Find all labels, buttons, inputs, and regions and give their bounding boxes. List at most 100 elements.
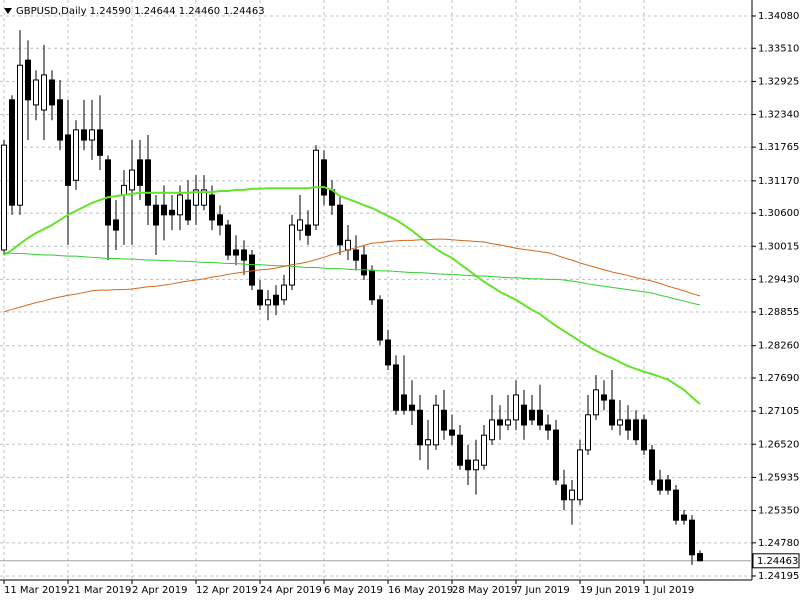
candle-body xyxy=(441,409,447,431)
x-tick-label: 28 May 2019 xyxy=(452,585,517,596)
candle-body xyxy=(305,224,311,236)
y-tick-label: 1.28855 xyxy=(758,307,799,318)
y-tick-label: 1.31765 xyxy=(758,142,799,153)
y-tick-label: 1.32925 xyxy=(758,76,799,87)
candle-body xyxy=(353,249,359,261)
candle-body xyxy=(697,553,703,562)
candle-body xyxy=(633,419,639,441)
candle-body xyxy=(153,204,159,226)
candle-body xyxy=(457,434,463,466)
candle-body xyxy=(537,409,543,426)
candle-body xyxy=(193,189,199,206)
candle-body xyxy=(657,479,663,491)
x-tick-label: 21 Mar 2019 xyxy=(68,585,131,596)
candle-body xyxy=(369,269,375,301)
candle-body xyxy=(9,99,15,206)
candle-body xyxy=(257,289,263,306)
title-icon xyxy=(4,8,12,14)
candle-body xyxy=(481,434,487,466)
candle-body xyxy=(385,339,391,366)
candle-body xyxy=(377,299,383,341)
x-tick-label: 1 Jul 2019 xyxy=(644,585,694,596)
candle-body xyxy=(665,479,671,491)
candle-body xyxy=(689,519,695,556)
candle-body xyxy=(569,489,575,501)
candle-body xyxy=(625,419,631,431)
x-tick-label: 24 Apr 2019 xyxy=(260,585,322,596)
candle-body xyxy=(73,129,79,181)
candle-body xyxy=(545,424,551,431)
candle-body xyxy=(417,409,423,446)
candle-body xyxy=(209,194,215,221)
y-tick-label: 1.25935 xyxy=(758,472,799,483)
y-tick-label: 1.30600 xyxy=(758,208,799,219)
y-tick-label: 1.32340 xyxy=(758,110,799,121)
y-tick-label: 1.30015 xyxy=(758,241,799,252)
y-tick-label: 1.29430 xyxy=(758,274,799,285)
candle-body xyxy=(161,204,167,216)
x-tick-label: 6 May 2019 xyxy=(324,585,383,596)
candle-body xyxy=(225,224,231,256)
candle-body xyxy=(593,389,599,416)
last-price-label: 1.24463 xyxy=(757,556,798,567)
x-tick-label: 11 Mar 2019 xyxy=(4,585,67,596)
candle-body xyxy=(217,214,223,226)
x-tick-label: 12 Apr 2019 xyxy=(196,585,258,596)
candle-body xyxy=(609,399,615,426)
candle-body xyxy=(265,299,271,306)
candle-body xyxy=(169,209,175,216)
candle-body xyxy=(505,419,511,426)
candle-body xyxy=(25,59,31,101)
candle-body xyxy=(513,394,519,421)
candle-body xyxy=(585,414,591,451)
y-tick-label: 1.24195 xyxy=(758,571,799,582)
candle-body xyxy=(601,394,607,401)
candle-body xyxy=(65,134,71,186)
candle-body xyxy=(433,404,439,446)
candle-body xyxy=(201,189,207,206)
candle-body xyxy=(297,219,303,231)
candle-body xyxy=(145,159,151,206)
candle-body xyxy=(473,459,479,471)
candle-body xyxy=(489,419,495,441)
candle-body xyxy=(577,449,583,501)
moving-average xyxy=(3,238,701,313)
candle-body xyxy=(281,284,287,301)
candle-body xyxy=(177,194,183,216)
candle-body xyxy=(249,254,255,286)
x-tick-label: 2 Apr 2019 xyxy=(132,585,187,596)
y-tick-label: 1.26520 xyxy=(758,439,799,450)
candle-body xyxy=(17,64,23,206)
candle-body xyxy=(345,239,351,251)
y-tick-label: 1.31170 xyxy=(758,176,799,187)
x-tick-label: 16 May 2019 xyxy=(388,585,453,596)
candle-body xyxy=(105,159,111,226)
x-tick-label: 7 Jun 2019 xyxy=(516,585,570,596)
y-tick-label: 1.28260 xyxy=(758,341,799,352)
candle-body xyxy=(337,204,343,246)
candle-body xyxy=(1,144,7,251)
candle-body xyxy=(681,514,687,521)
moving-average xyxy=(3,252,701,306)
candle-body xyxy=(673,489,679,521)
candle-body xyxy=(241,249,247,261)
candle-body xyxy=(289,224,295,286)
candle-body xyxy=(137,159,143,186)
candle-body xyxy=(185,199,191,221)
candle-body xyxy=(497,419,503,426)
candle-body xyxy=(81,129,87,141)
candle-body xyxy=(361,254,367,276)
candle-body xyxy=(273,294,279,306)
candle-body xyxy=(617,419,623,426)
moving-average xyxy=(3,186,701,405)
candle-body xyxy=(233,249,239,256)
candle-body xyxy=(129,169,135,191)
y-tick-label: 1.27690 xyxy=(758,373,799,384)
candle-body xyxy=(553,429,559,481)
y-tick-label: 1.33510 xyxy=(758,43,799,54)
last-price-box xyxy=(752,553,800,569)
candle-body xyxy=(409,404,415,411)
candle-body xyxy=(561,484,567,501)
candle-body xyxy=(57,99,63,141)
